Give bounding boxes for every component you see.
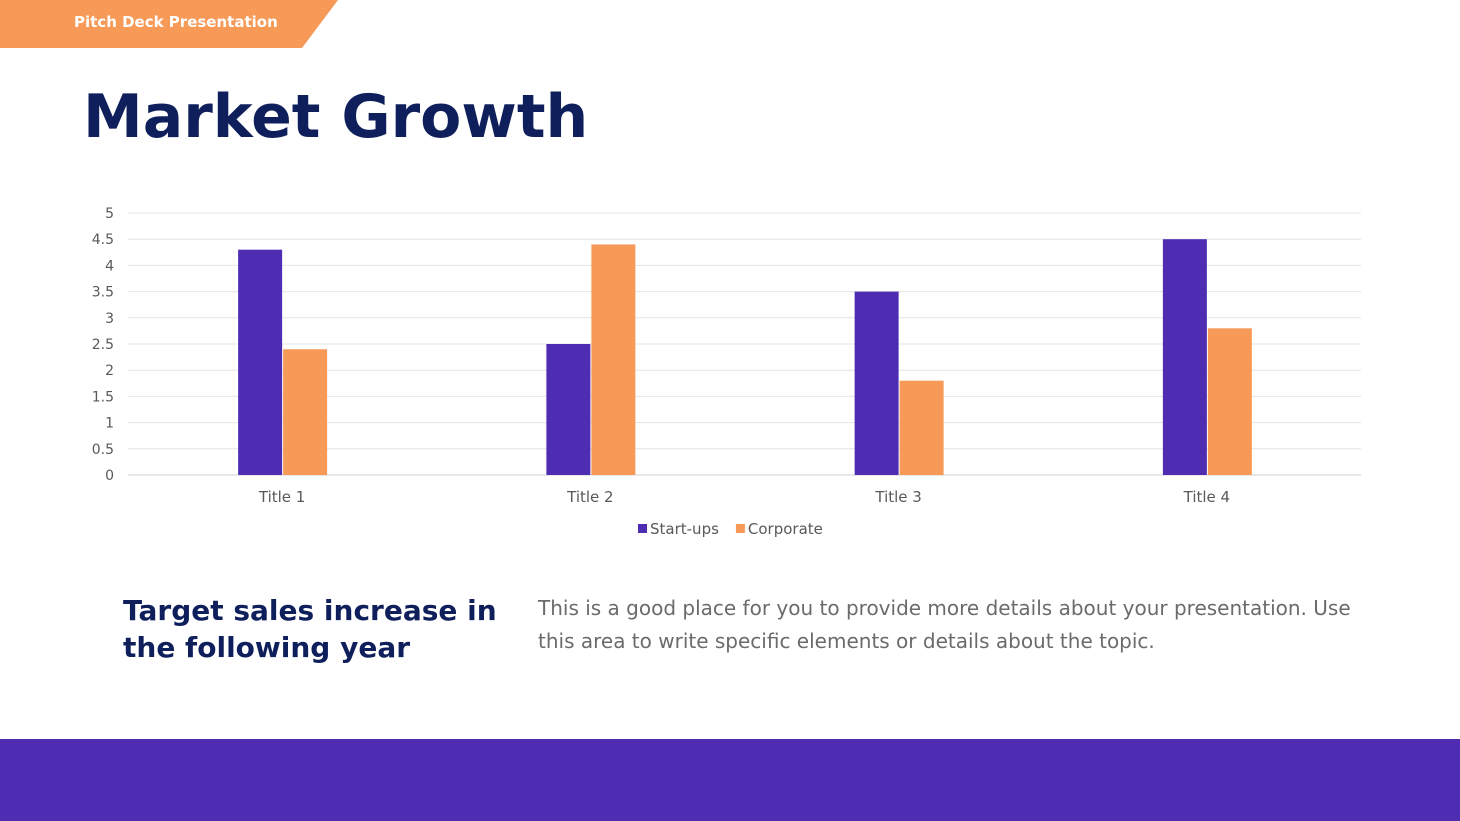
- footer-bar: [0, 739, 1460, 821]
- x-tick-label: Title 4: [1183, 488, 1230, 506]
- y-tick-label: 1.5: [92, 389, 114, 405]
- page-title: Market Growth: [83, 82, 589, 152]
- bar-start-ups-3: [854, 291, 899, 475]
- bar-corporate-1: [283, 349, 328, 475]
- y-tick-label: 3.5: [92, 285, 114, 301]
- subtitle: Target sales increase in the following y…: [123, 594, 497, 664]
- y-tick-label: 2.5: [92, 337, 114, 353]
- y-tick-label: 0: [105, 468, 114, 484]
- legend-swatch: [638, 524, 647, 533]
- bar-corporate-3: [899, 380, 944, 475]
- header-tag-label: Pitch Deck Presentation: [74, 13, 278, 31]
- y-tick-label: 2: [105, 363, 114, 379]
- x-tick-label: Title 1: [258, 488, 305, 506]
- legend-label: Start-ups: [650, 520, 719, 538]
- bar-start-ups-2: [546, 344, 591, 475]
- bar-start-ups-4: [1162, 239, 1207, 475]
- header-tag: Pitch Deck Presentation: [0, 0, 338, 48]
- bar-corporate-2: [591, 244, 636, 475]
- x-tick-label: Title 3: [874, 488, 921, 506]
- y-tick-label: 0.5: [92, 442, 114, 458]
- description: This is a good place for you to provide …: [538, 596, 1351, 653]
- y-tick-label: 5: [105, 206, 114, 222]
- bar-start-ups-1: [238, 249, 283, 475]
- bar-chart: 0 0.5 1 1.5 2 2.5 3 3.5 4 4.5 5 Title 1 Title 2 Title…: [92, 206, 1361, 538]
- x-tick-label: Title 2: [566, 488, 613, 506]
- y-tick-label: 1: [105, 416, 114, 432]
- legend-label: Corporate: [748, 520, 823, 538]
- y-tick-label: 4.5: [92, 232, 114, 248]
- bar-corporate-4: [1207, 328, 1252, 475]
- legend-swatch: [735, 524, 745, 533]
- y-tick-label: 3: [105, 311, 114, 327]
- y-tick-label: 4: [105, 258, 114, 274]
